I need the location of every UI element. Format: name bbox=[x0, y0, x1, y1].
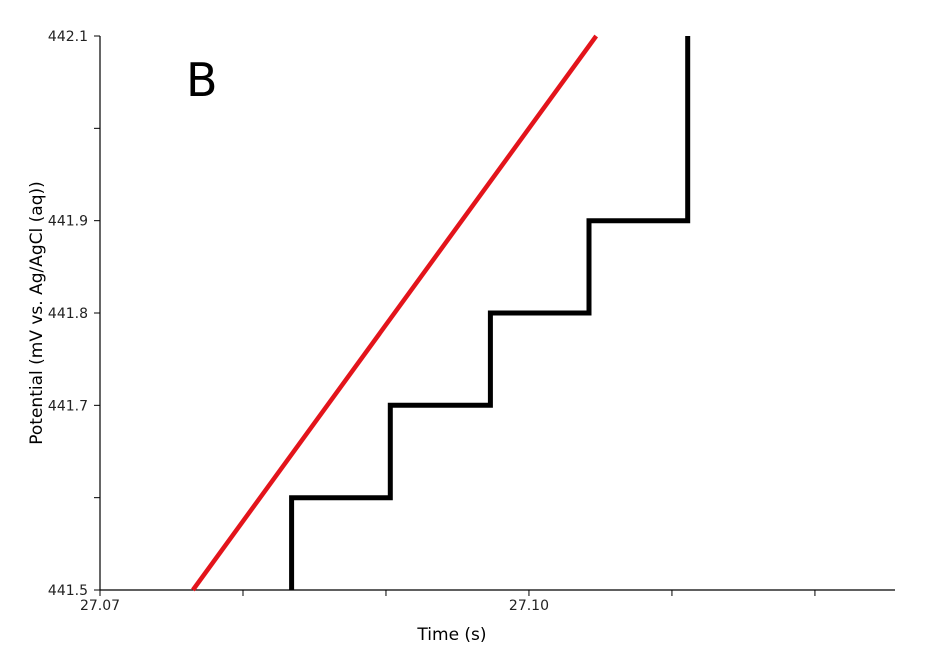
linear-series-line bbox=[191, 34, 599, 592]
y-tick-label-1: 441.7 bbox=[48, 398, 88, 414]
x-tick-label-1: 27.10 bbox=[509, 598, 549, 614]
y-tick-label-0: 441.5 bbox=[48, 583, 88, 599]
y-tick-label-3: 441.9 bbox=[48, 214, 88, 230]
y-tick-label-2: 441.8 bbox=[48, 306, 88, 322]
x-ticks: 27.07 27.10 bbox=[80, 590, 816, 614]
y-axis-title: Potential (mV vs. Ag/AgCl (aq)) bbox=[27, 181, 47, 445]
y-ticks: 441.5 441.7 441.8 441.9 442.1 bbox=[48, 29, 100, 599]
x-axis-title: Time (s) bbox=[416, 625, 486, 645]
series-layer bbox=[191, 34, 691, 592]
panel-label: B bbox=[186, 53, 218, 107]
x-tick-label-0: 27.07 bbox=[80, 598, 120, 614]
y-tick-label-4: 442.1 bbox=[48, 29, 88, 45]
step-series-line bbox=[289, 36, 691, 590]
